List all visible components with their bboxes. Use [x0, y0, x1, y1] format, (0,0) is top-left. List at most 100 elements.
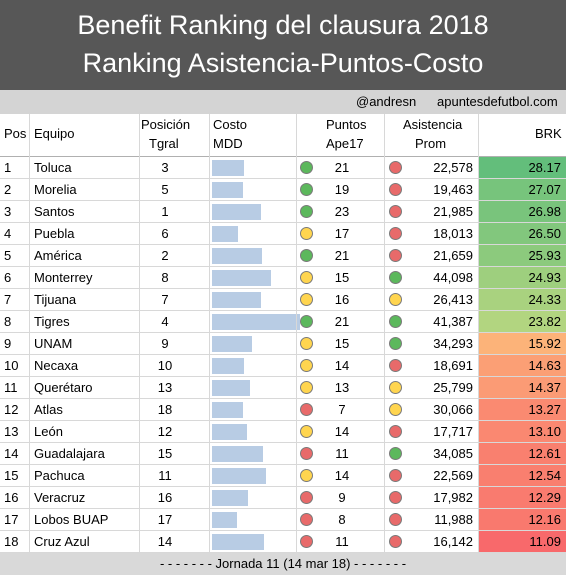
attendance-cell: 44,098 — [433, 270, 473, 285]
table-row: 17 Lobos BUAP 17 8 11,988 12.16 — [0, 509, 566, 531]
header-attendance-1: Asistencia — [403, 117, 463, 132]
general-position-cell: 7 — [161, 292, 169, 307]
table-row: 16 Veracruz 16 9 17,982 12.29 — [0, 487, 566, 509]
brk-score-cell: 12.61 — [479, 443, 566, 465]
row-gridline — [0, 288, 566, 289]
team-name: Tigres — [34, 314, 70, 329]
attendance-status-indicator — [389, 315, 402, 328]
rank-cell: 7 — [4, 292, 12, 307]
row-gridline — [0, 508, 566, 509]
row-gridline — [0, 530, 566, 531]
header-cost-1: Costo — [213, 117, 247, 132]
team-name: Toluca — [34, 160, 72, 175]
brk-score-cell: 15.92 — [479, 333, 566, 355]
brk-score-cell: 14.63 — [479, 355, 566, 377]
credit-site: apuntesdefutbol.com — [437, 94, 558, 109]
points-status-indicator — [300, 491, 313, 504]
attendance-status-indicator — [389, 337, 402, 350]
points-cell: 13 — [334, 380, 350, 395]
team-name: Monterrey — [34, 270, 93, 285]
row-gridline — [0, 354, 566, 355]
table-row: 1 Toluca 3 21 22,578 28.17 — [0, 157, 566, 179]
rank-cell: 4 — [4, 226, 12, 241]
column-gridline — [478, 114, 479, 553]
attendance-cell: 11,988 — [434, 512, 473, 527]
cost-bar — [212, 248, 262, 264]
rank-cell: 2 — [4, 182, 12, 197]
column-gridline — [29, 114, 30, 553]
row-gridline — [0, 464, 566, 465]
attendance-cell: 17,982 — [433, 490, 473, 505]
attendance-status-indicator — [389, 535, 402, 548]
row-gridline — [0, 222, 566, 223]
attendance-cell: 21,659 — [433, 248, 473, 263]
general-position-cell: 9 — [161, 336, 169, 351]
rank-cell: 10 — [4, 358, 19, 373]
general-position-cell: 5 — [161, 182, 169, 197]
team-name: Morelia — [34, 182, 77, 197]
brk-score-cell: 12.16 — [479, 509, 566, 531]
table-row: 12 Atlas 18 7 30,066 13.27 — [0, 399, 566, 421]
cost-bar — [212, 380, 250, 396]
rank-cell: 3 — [4, 204, 12, 219]
cost-bar — [212, 468, 266, 484]
cost-bar — [212, 358, 244, 374]
brk-score-cell: 24.33 — [479, 289, 566, 311]
brk-score-cell: 26.98 — [479, 201, 566, 223]
row-gridline — [0, 178, 566, 179]
points-status-indicator — [300, 249, 313, 262]
brk-score-cell: 26.50 — [479, 223, 566, 245]
attendance-status-indicator — [389, 425, 402, 438]
cost-bar — [212, 336, 252, 352]
rank-cell: 11 — [4, 380, 18, 395]
column-gridline — [209, 114, 210, 553]
team-name: América — [34, 248, 82, 263]
cost-bar — [212, 204, 261, 220]
row-gridline — [0, 310, 566, 311]
header-tgral-2: Tgral — [149, 136, 179, 151]
points-status-indicator — [300, 535, 313, 548]
points-status-indicator — [300, 403, 313, 416]
points-cell: 14 — [334, 468, 350, 483]
attendance-cell: 34,293 — [433, 336, 473, 351]
attendance-status-indicator — [389, 447, 402, 460]
rank-cell: 6 — [4, 270, 12, 285]
table-row: 5 América 2 21 21,659 25.93 — [0, 245, 566, 267]
attendance-cell: 34,085 — [433, 446, 473, 461]
team-name: Atlas — [34, 402, 63, 417]
row-gridline — [0, 486, 566, 487]
table-row: 18 Cruz Azul 14 11 16,142 11.09 — [0, 531, 566, 553]
points-cell: 7 — [338, 402, 346, 417]
rank-cell: 16 — [4, 490, 19, 505]
rank-cell: 18 — [4, 534, 19, 549]
cost-bar — [212, 226, 238, 242]
header-points-2: Ape17 — [326, 136, 364, 151]
attendance-cell: 21,985 — [433, 204, 473, 219]
header-divider — [0, 156, 566, 157]
cost-bar — [212, 160, 244, 176]
points-cell: 21 — [334, 314, 350, 329]
cost-bar — [212, 270, 271, 286]
points-cell: 11 — [335, 534, 349, 549]
general-position-cell: 8 — [161, 270, 169, 285]
header-pos: Pos — [4, 126, 27, 141]
cost-bar — [212, 512, 237, 528]
row-gridline — [0, 244, 566, 245]
header-brk: BRK — [535, 126, 562, 141]
row-gridline — [0, 200, 566, 201]
attendance-status-indicator — [389, 183, 402, 196]
cost-bar — [212, 424, 247, 440]
points-status-indicator — [300, 447, 313, 460]
points-status-indicator — [300, 227, 313, 240]
rank-cell: 9 — [4, 336, 12, 351]
team-name: Necaxa — [34, 358, 79, 373]
points-cell: 8 — [338, 512, 346, 527]
points-status-indicator — [300, 425, 313, 438]
points-status-indicator — [300, 271, 313, 284]
brk-score-cell: 27.07 — [479, 179, 566, 201]
points-cell: 21 — [334, 160, 350, 175]
general-position-cell: 6 — [161, 226, 169, 241]
footer-jornada: - - - - - - - Jornada 11 (14 mar 18) - -… — [0, 553, 566, 575]
points-status-indicator — [300, 315, 313, 328]
